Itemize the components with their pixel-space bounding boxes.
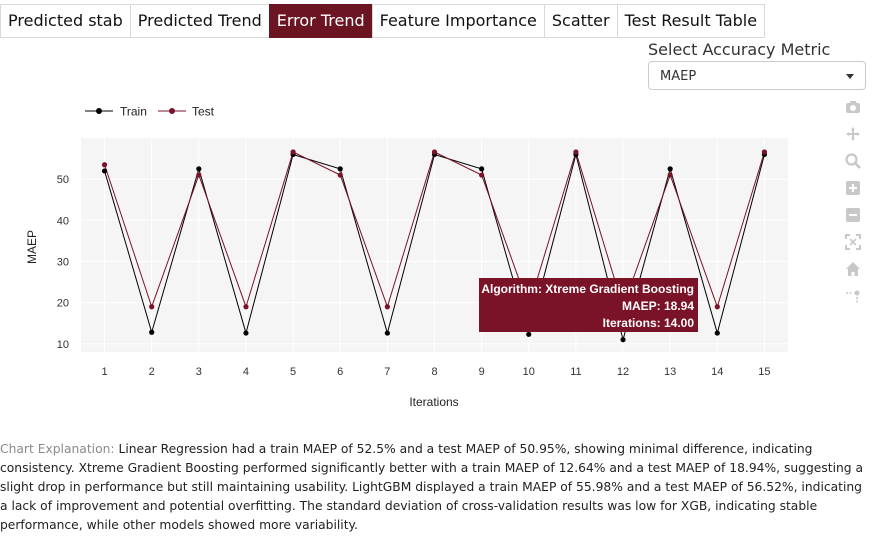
spike-lines-icon[interactable] [844, 287, 862, 305]
metric-dropdown[interactable]: MAEP [648, 61, 866, 90]
chart-explanation-label: Chart Explanation: [0, 442, 115, 456]
chart-explanation-text: Linear Regression had a train MAEP of 52… [0, 442, 864, 532]
legend-label-train: Train [120, 105, 147, 119]
x-axis-ticks: 1 2 3 4 5 6 7 8 9 10 11 12 13 14 15 [102, 366, 771, 378]
data-point-train[interactable] [243, 330, 249, 336]
metric-select-label: Select Accuracy Metric [648, 40, 831, 59]
x-tick-label: 13 [664, 366, 676, 378]
data-point-train[interactable] [196, 166, 202, 172]
data-point-test[interactable] [196, 172, 202, 178]
tooltip-iterations: Iterations: 14.00 [603, 316, 695, 330]
data-point-test[interactable] [714, 304, 720, 310]
data-point-test[interactable] [149, 304, 155, 310]
x-tick-label: 6 [337, 366, 343, 378]
x-tick-label: 12 [617, 366, 629, 378]
data-point-train[interactable] [337, 166, 343, 172]
data-point-train[interactable] [526, 331, 532, 337]
zoom-icon[interactable] [844, 152, 862, 170]
x-tick-label: 10 [523, 366, 535, 378]
data-point-test[interactable] [479, 172, 485, 178]
data-point-test[interactable] [290, 149, 296, 155]
chart-modebar [844, 98, 864, 314]
data-point-train[interactable] [667, 166, 673, 172]
hover-tooltip: Algorithm: Xtreme Gradient Boosting MAEP… [479, 278, 698, 332]
tooltip-algorithm: Algorithm: Xtreme Gradient Boosting [481, 282, 694, 296]
x-tick-label: 15 [758, 366, 770, 378]
chart-series [101, 149, 768, 343]
tooltip-box [479, 278, 698, 332]
data-point-test[interactable] [384, 304, 390, 310]
legend-marker-test [169, 108, 175, 114]
y-tick-label: 50 [57, 174, 69, 186]
data-point-train[interactable] [149, 329, 155, 335]
y-tick-label: 20 [57, 298, 69, 310]
x-tick-label: 11 [570, 366, 581, 378]
data-point-train[interactable] [620, 337, 626, 343]
data-point-test[interactable] [667, 172, 673, 178]
legend-marker-train [96, 108, 102, 114]
tab-scatter[interactable]: Scatter [543, 4, 617, 38]
chevron-down-icon [846, 74, 854, 79]
chart-explanation: Chart Explanation: Linear Regression had… [0, 440, 872, 535]
pan-icon[interactable] [844, 125, 862, 143]
tab-predicted-trend[interactable]: Predicted Trend [129, 4, 269, 38]
y-tick-label: 10 [57, 339, 69, 351]
tooltip-maep: MAEP: 18.94 [622, 299, 694, 313]
x-tick-label: 9 [479, 366, 485, 378]
data-point-test[interactable] [243, 304, 249, 310]
y-tick-label: 40 [57, 215, 69, 227]
x-tick-label: 8 [431, 366, 437, 378]
tab-error-trend[interactable]: Error Trend [268, 4, 372, 38]
legend-label-test: Test [192, 105, 215, 119]
x-tick-label: 4 [243, 366, 249, 378]
zoom-out-icon[interactable] [844, 206, 862, 224]
data-point-train[interactable] [101, 168, 108, 174]
y-axis-ticks: 10 20 30 40 50 [57, 174, 69, 351]
reset-axes-icon[interactable] [844, 260, 862, 278]
x-axis-label: Iterations [409, 395, 458, 409]
y-axis-label: MAEP [25, 230, 39, 264]
data-point-train[interactable] [384, 330, 390, 336]
chart-legend[interactable]: Train Test [85, 105, 215, 119]
tab-feature-importance[interactable]: Feature Importance [371, 4, 544, 38]
x-tick-label: 1 [102, 366, 108, 378]
data-point-test[interactable] [431, 149, 438, 155]
autoscale-icon[interactable] [844, 233, 862, 251]
metric-selected-value: MAEP [660, 69, 697, 84]
data-point-test[interactable] [101, 162, 108, 168]
zoom-in-icon[interactable] [844, 179, 862, 197]
data-point-train[interactable] [714, 330, 720, 336]
x-tick-label: 3 [196, 366, 202, 378]
tab-test-result-table[interactable]: Test Result Table [616, 4, 766, 38]
x-tick-label: 7 [384, 366, 390, 378]
x-tick-label: 5 [290, 366, 296, 378]
tab-bar: Predicted stab Predicted Trend Error Tre… [0, 4, 766, 38]
data-point-train[interactable] [479, 166, 485, 172]
data-point-test[interactable] [337, 172, 343, 178]
x-tick-label: 14 [711, 366, 723, 378]
x-tick-label: 2 [149, 366, 155, 378]
tab-predicted-stab[interactable]: Predicted stab [0, 4, 130, 38]
y-tick-label: 30 [57, 256, 69, 268]
data-point-test[interactable] [761, 149, 768, 155]
data-point-test[interactable] [573, 149, 579, 155]
camera-icon[interactable] [844, 98, 862, 116]
